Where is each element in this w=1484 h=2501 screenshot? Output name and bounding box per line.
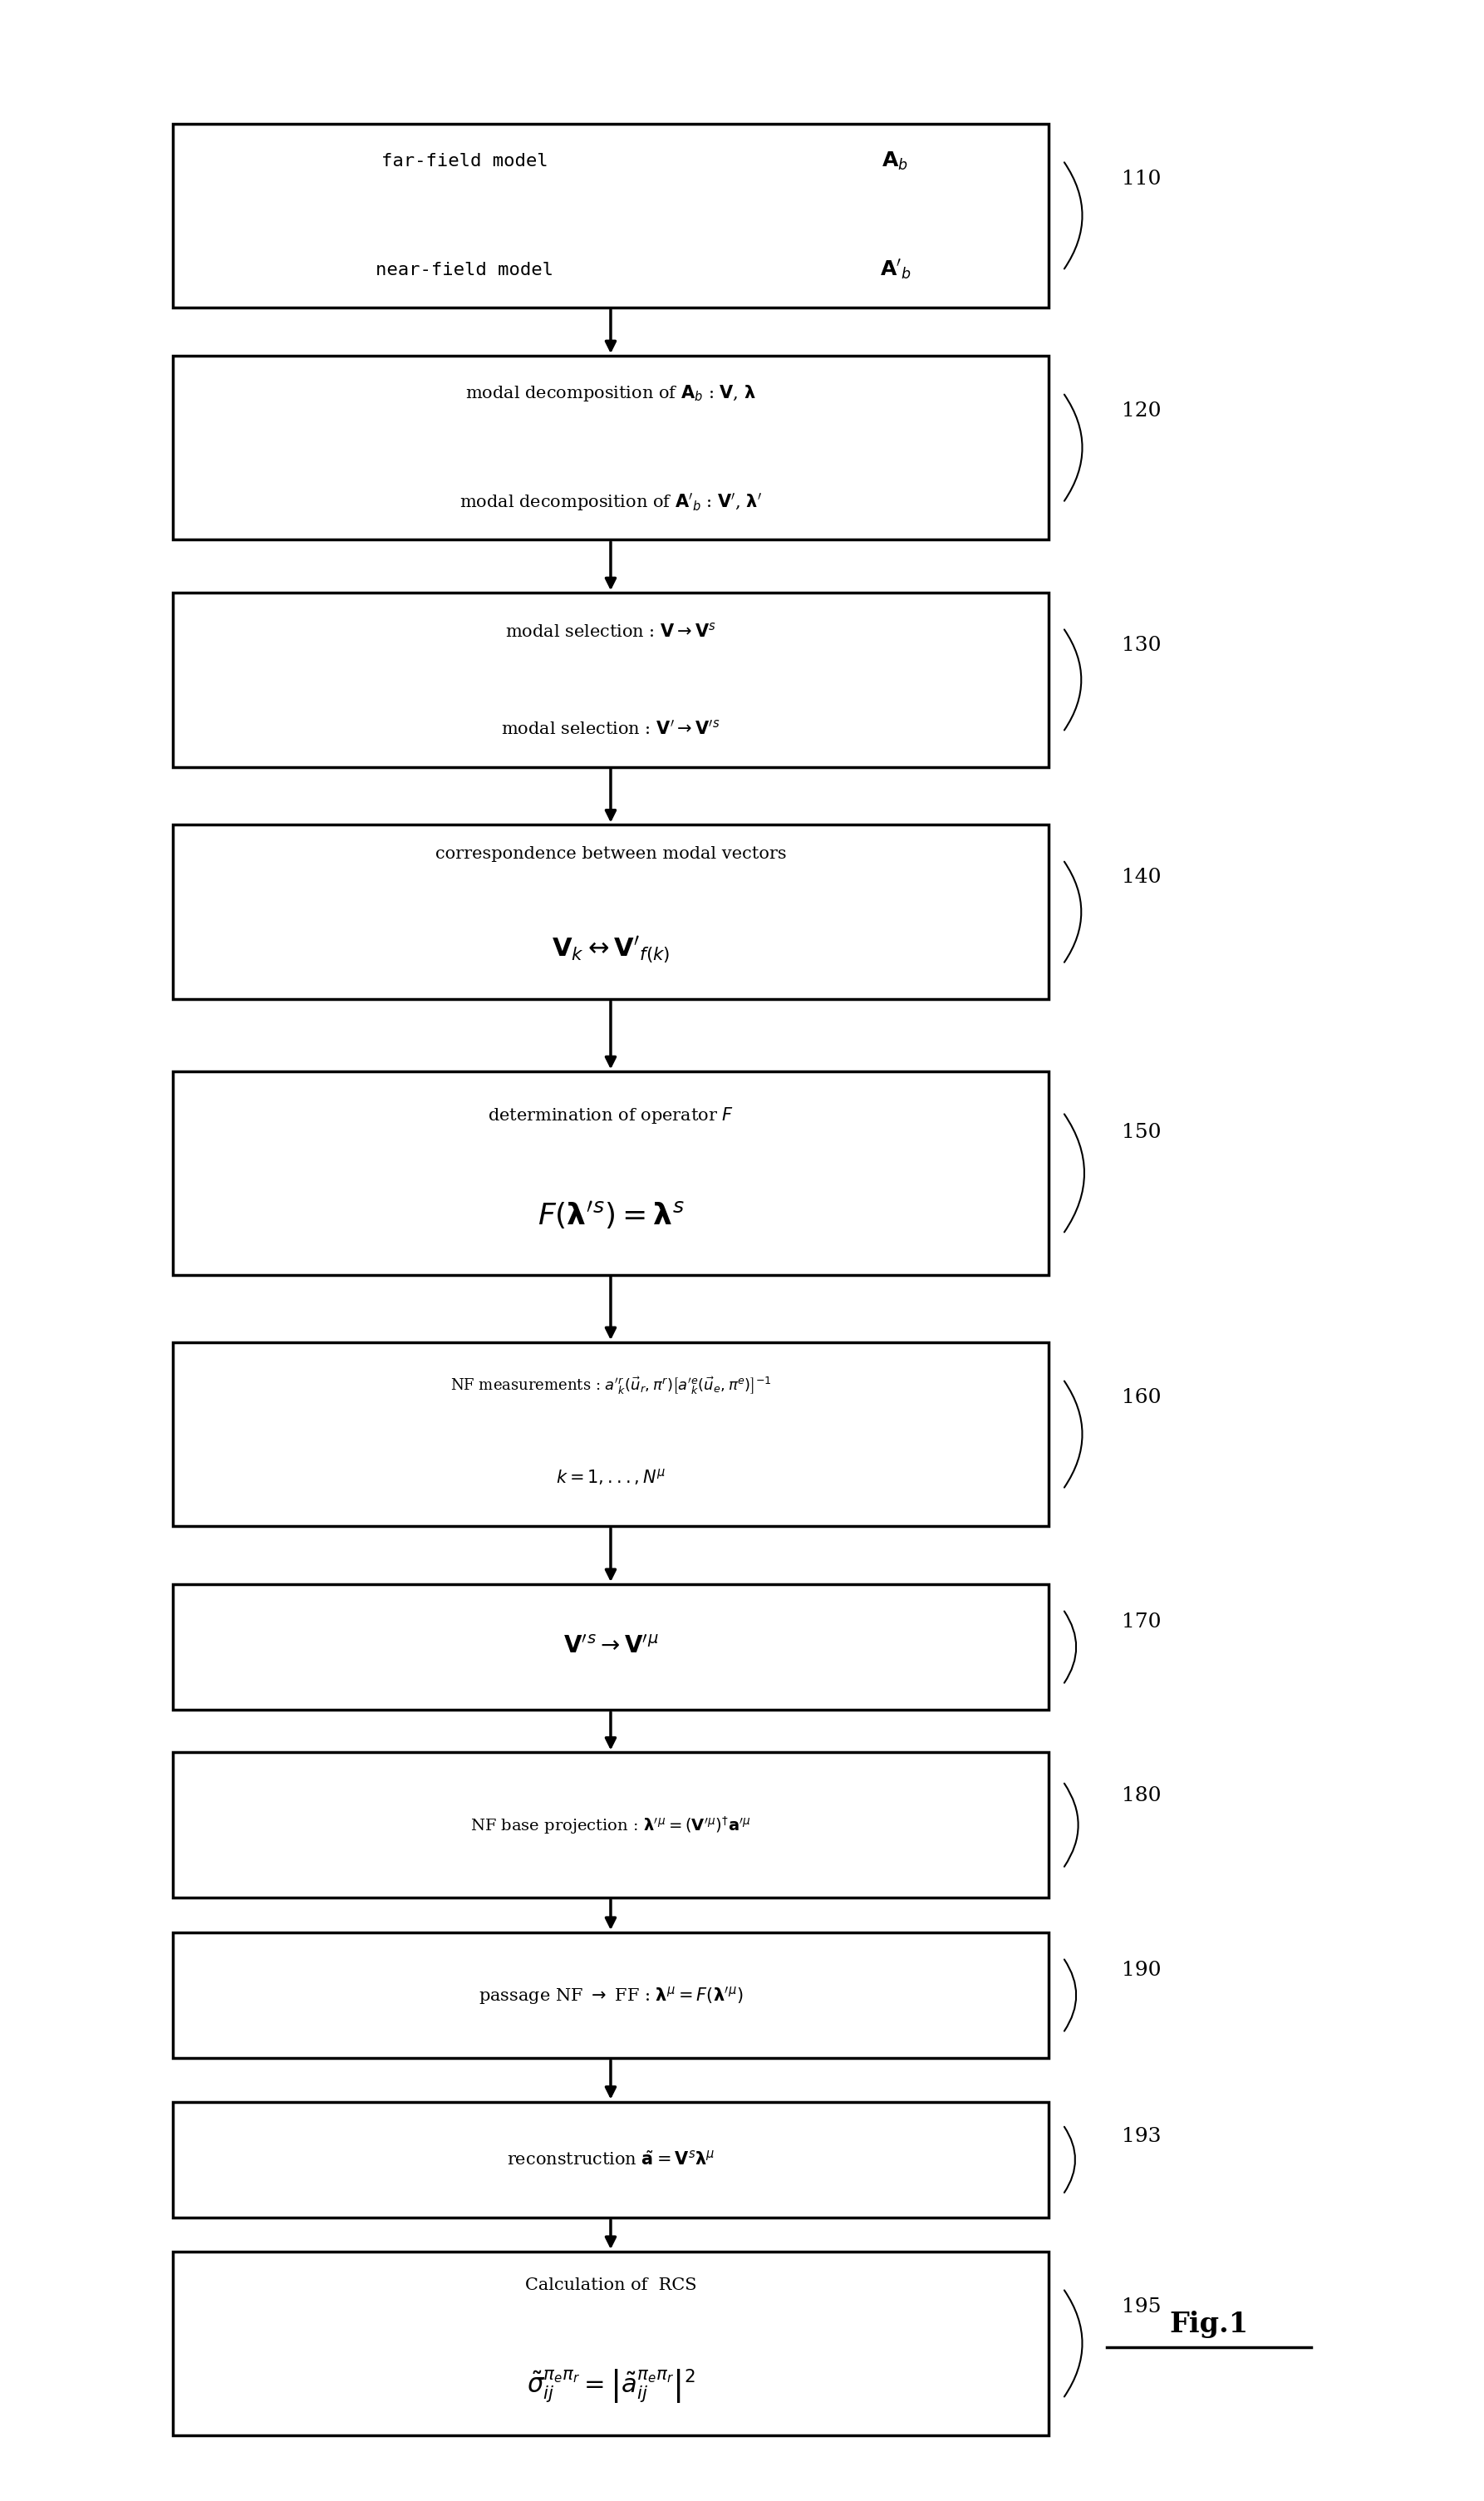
Text: modal selection : $\mathbf{V}' \rightarrow \mathbf{V}'^{s}$: modal selection : $\mathbf{V}' \rightarr… [502,720,720,738]
FancyBboxPatch shape [174,1070,1048,1276]
FancyBboxPatch shape [174,2101,1048,2218]
Text: $F\left(\boldsymbol{\lambda}'^{s}\right) = \boldsymbol{\lambda}^{s}$: $F\left(\boldsymbol{\lambda}'^{s}\right)… [537,1200,684,1230]
Text: modal decomposition of $\mathbf{A}'_b$ : $\mathbf{V}'$, $\boldsymbol{\lambda}'$: modal decomposition of $\mathbf{A}'_b$ :… [460,490,761,513]
Text: 190: 190 [1122,1961,1160,1981]
Text: passage NF $\rightarrow$ FF : $\boldsymbol{\lambda}^{\mu} = F\left(\boldsymbol{\: passage NF $\rightarrow$ FF : $\boldsymb… [478,1983,743,2006]
FancyBboxPatch shape [174,593,1048,768]
FancyBboxPatch shape [174,1343,1048,1526]
Text: NF base projection : $\boldsymbol{\lambda}'^{\mu} = \left(\mathbf{V}'^{\mu}\righ: NF base projection : $\boldsymbol{\lambd… [470,1813,751,1836]
Text: correspondence between modal vectors: correspondence between modal vectors [435,845,787,863]
FancyBboxPatch shape [174,123,1048,308]
Text: 195: 195 [1122,2296,1160,2316]
Text: 150: 150 [1122,1123,1160,1143]
Text: near-field model: near-field model [375,263,554,278]
Text: Calculation of  RCS: Calculation of RCS [525,2278,696,2293]
Text: 160: 160 [1122,1388,1160,1408]
Text: 120: 120 [1122,400,1160,420]
Text: 130: 130 [1122,635,1160,655]
Text: $\mathbf{V}_k \leftrightarrow \mathbf{V}'_{f(k)}$: $\mathbf{V}_k \leftrightarrow \mathbf{V}… [552,935,669,965]
Text: 110: 110 [1122,170,1160,188]
FancyBboxPatch shape [174,1753,1048,1898]
Text: $\tilde{\sigma}^{\pi_e \pi_r}_{ij} = \left|\tilde{a}^{\pi_e \pi_r}_{ij}\right|^2: $\tilde{\sigma}^{\pi_e \pi_r}_{ij} = \le… [527,2368,695,2403]
Text: far-field model: far-field model [381,153,548,170]
Text: modal selection : $\mathbf{V} \rightarrow \mathbf{V}^s$: modal selection : $\mathbf{V} \rightarro… [505,623,717,640]
FancyBboxPatch shape [174,355,1048,540]
Text: 170: 170 [1122,1613,1160,1631]
FancyBboxPatch shape [174,825,1048,998]
Text: 140: 140 [1122,868,1160,888]
Text: 193: 193 [1122,2126,1160,2146]
Text: $\mathbf{V}'^{s} \rightarrow \mathbf{V}'^{\mu}$: $\mathbf{V}'^{s} \rightarrow \mathbf{V}'… [562,1636,659,1658]
Text: Fig.1: Fig.1 [1169,2311,1248,2338]
Text: $k=1,...,N^{\mu}$: $k=1,...,N^{\mu}$ [555,1468,666,1486]
Text: determination of operator $F$: determination of operator $F$ [488,1105,733,1125]
Text: reconstruction $\tilde{\mathbf{a}} = \mathbf{V}^s \boldsymbol{\lambda}^{\mu}$: reconstruction $\tilde{\mathbf{a}} = \ma… [506,2151,715,2168]
Text: modal decomposition of $\mathbf{A}_b$ : $\mathbf{V}$, $\boldsymbol{\lambda}$: modal decomposition of $\mathbf{A}_b$ : … [466,383,755,403]
FancyBboxPatch shape [174,2251,1048,2436]
Text: 180: 180 [1122,1786,1160,1806]
Text: NF measurements : $a'^{r}_{k}(\vec{u}_r, \pi^r)\left[a'^{e}_{k}(\vec{u}_e, \pi^e: NF measurements : $a'^{r}_{k}(\vec{u}_r,… [450,1376,772,1396]
Text: $\mathbf{A}_b$: $\mathbf{A}_b$ [881,150,908,173]
Text: $\mathbf{A}'_b$: $\mathbf{A}'_b$ [880,258,911,283]
FancyBboxPatch shape [174,1583,1048,1711]
FancyBboxPatch shape [174,1933,1048,2058]
